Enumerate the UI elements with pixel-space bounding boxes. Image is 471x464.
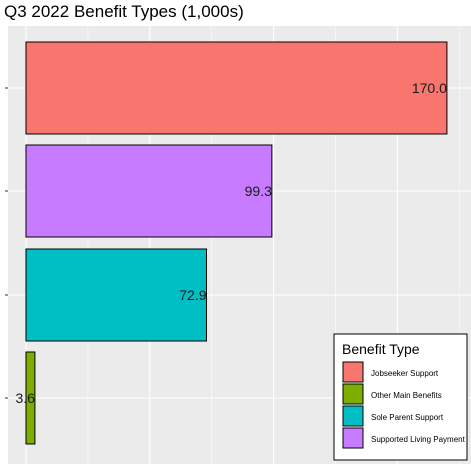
bar-supported-living-payment [25, 144, 273, 238]
legend-items: Jobseeker Support Other Main Benefits Sole… [342, 361, 466, 449]
legend-label: Other Main Benefits [371, 391, 442, 400]
legend-swatch [342, 383, 364, 405]
bar-jobseeker-support [25, 41, 448, 135]
legend-title: Benefit Type [342, 341, 420, 357]
data-label: 99.3 [245, 183, 272, 199]
chart-title: Q3 2022 Benefit Types (1,000s) [4, 2, 244, 21]
legend-swatch [342, 361, 364, 383]
legend-label: Jobseeker Support [371, 369, 439, 378]
legend-swatch [342, 427, 364, 449]
data-label: 72.9 [179, 287, 206, 303]
bar-sole-parent-support [25, 248, 208, 342]
legend-swatch [342, 405, 364, 427]
bars: 170.0 99.3 72.9 3.6 [15, 41, 448, 445]
legend: Benefit Type Jobseeker Support Other Main… [333, 333, 468, 461]
data-label: 170.0 [412, 80, 447, 96]
legend-label: Supported Living Payment [371, 435, 466, 444]
axis-ticks [5, 87, 8, 399]
data-label: 3.6 [15, 390, 35, 406]
bar-other-main-benefits [25, 351, 36, 445]
legend-label: Sole Parent Support [371, 413, 444, 422]
